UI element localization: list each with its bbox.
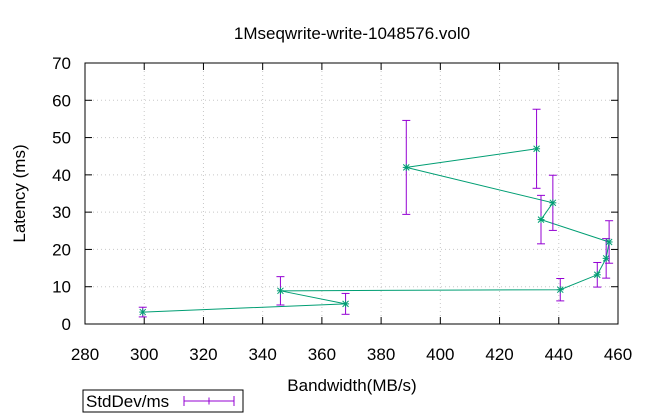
data-point-d2 xyxy=(549,199,557,207)
data-point-d2 xyxy=(605,238,613,246)
y-tick-label: 50 xyxy=(52,129,71,148)
x-tick-label: 380 xyxy=(367,345,395,364)
data-point-d2 xyxy=(593,271,601,279)
y-tick-label: 70 xyxy=(52,54,71,73)
x-tick-label: 400 xyxy=(426,345,454,364)
data-point-d2 xyxy=(139,308,147,316)
data-point xyxy=(139,308,147,316)
data-point-d2 xyxy=(277,287,284,295)
legend-box xyxy=(82,389,244,413)
plot-frame xyxy=(84,62,619,325)
data-point xyxy=(342,300,350,308)
data-point-d2 xyxy=(556,286,564,294)
y-tick-label: 30 xyxy=(52,203,71,222)
x-tick-label: 440 xyxy=(545,345,573,364)
y-axis-title: Latency (ms) xyxy=(10,144,29,242)
data-point xyxy=(602,254,610,262)
data-point xyxy=(605,238,613,246)
x-tick-label: 300 xyxy=(130,345,158,364)
y-tick-label: 0 xyxy=(62,315,71,334)
x-tick-label: 340 xyxy=(248,345,276,364)
y-tick-label: 40 xyxy=(52,166,71,185)
data-point xyxy=(593,271,601,279)
series-layer xyxy=(138,108,614,318)
data-point xyxy=(276,287,284,295)
x-tick-label: 280 xyxy=(71,345,99,364)
legend: StdDev/ms xyxy=(82,389,244,413)
x-tick-label: 360 xyxy=(308,345,336,364)
y-tick-label: 10 xyxy=(52,278,71,297)
y-tick-label: 60 xyxy=(52,91,71,110)
data-point-d2 xyxy=(602,255,610,262)
y-tick-label: 20 xyxy=(52,240,71,259)
chart-title: 1Mseqwrite-write-1048576.vol0 xyxy=(234,24,470,43)
legend-label: StdDev/ms xyxy=(86,392,169,411)
x-axis-title: Bandwidth(MB/s) xyxy=(287,376,416,395)
data-point xyxy=(537,216,545,224)
data-point xyxy=(549,199,557,207)
data-point xyxy=(402,163,410,171)
data-point-d2 xyxy=(402,164,410,171)
data-point-d2 xyxy=(533,145,540,153)
data-point xyxy=(533,145,541,153)
data-point-d2 xyxy=(537,216,545,223)
x-tick-label: 320 xyxy=(189,345,217,364)
x-tick-label: 460 xyxy=(604,345,632,364)
legend-errorbar-sample xyxy=(183,396,235,406)
data-point-d2 xyxy=(342,300,349,308)
data-point xyxy=(556,286,564,294)
x-tick-label: 420 xyxy=(485,345,513,364)
grid xyxy=(85,63,618,324)
axis-ticks: 280 300 320 340 360 380 400 420 440 460 0 10 20 30 40 5… xyxy=(52,54,632,364)
